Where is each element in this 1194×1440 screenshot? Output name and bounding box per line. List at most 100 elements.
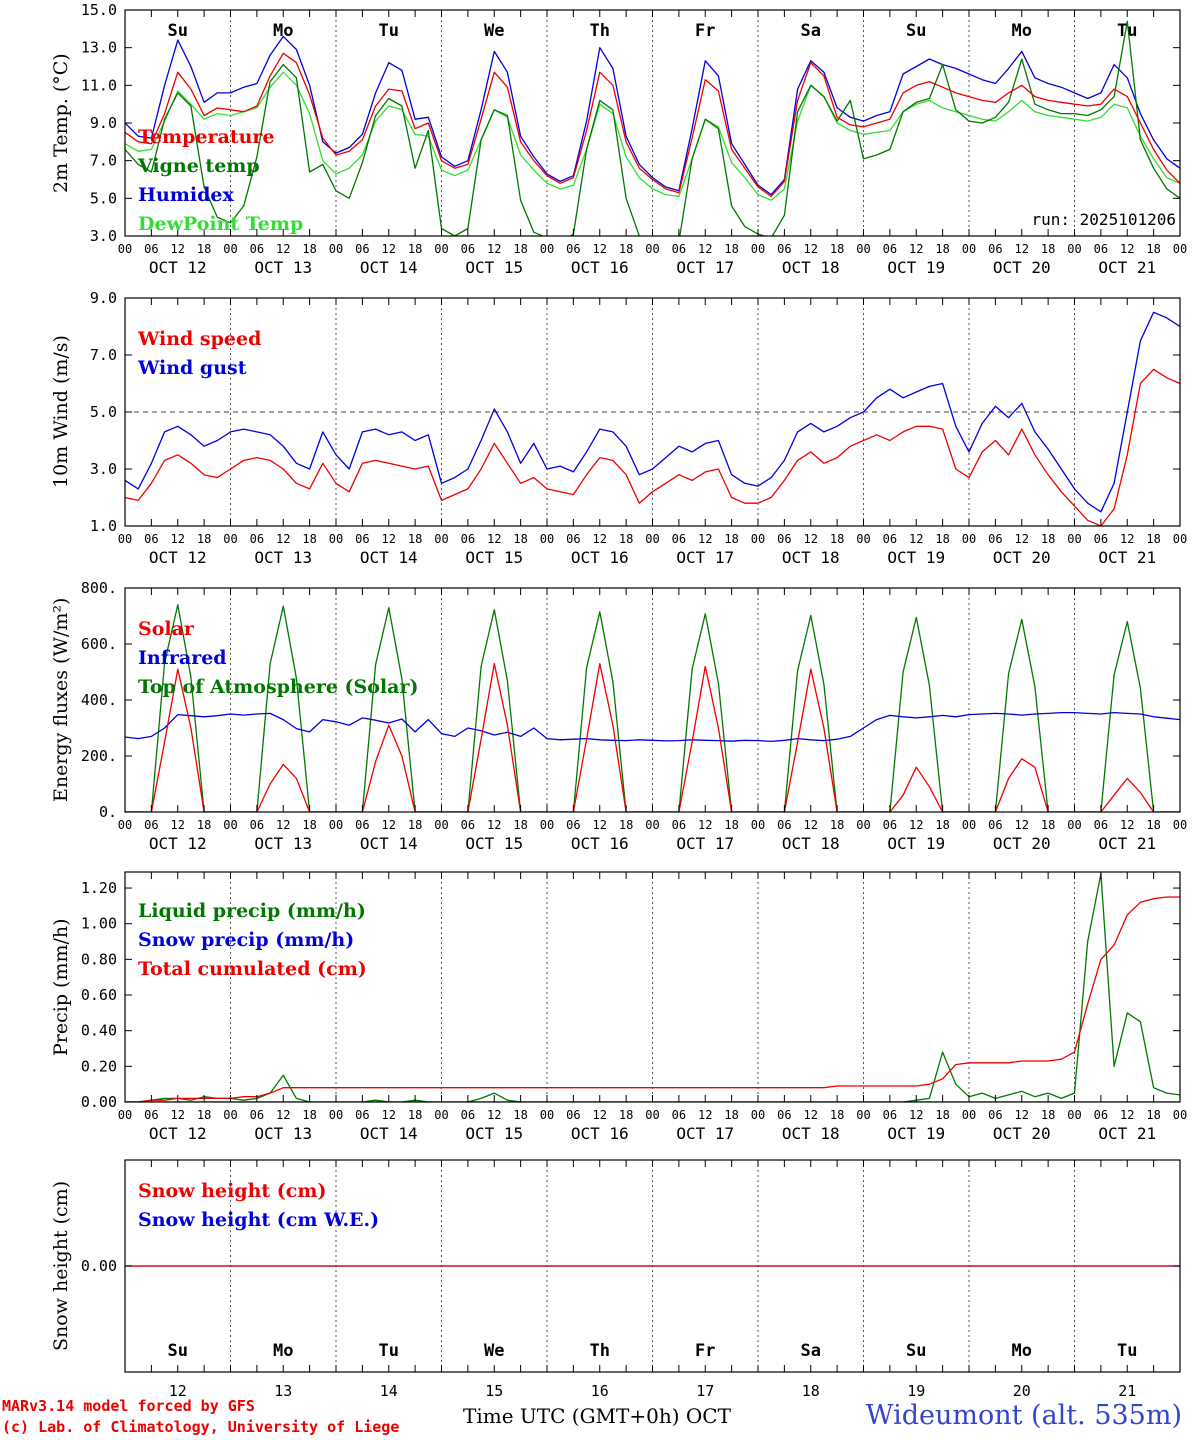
hour-tick-label: 00 [223,242,237,256]
date-label: OCT 13 [254,258,312,277]
hour-tick-label: 18 [1041,1108,1055,1122]
hour-tick-label: 00 [118,242,132,256]
day-name-label: Su [168,21,188,41]
date-label: 20 [1013,1382,1031,1400]
date-label: OCT 20 [993,834,1051,853]
hour-tick-label: 00 [962,1108,976,1122]
hour-tick-label: 06 [777,1108,791,1122]
series-vigne-temp-line [125,20,1180,236]
hour-tick-label: 12 [487,818,501,832]
date-label: OCT 13 [254,548,312,567]
hour-tick-label: 00 [540,242,554,256]
y-tick-label: 200. [81,747,117,765]
hour-tick-label: 06 [883,818,897,832]
hour-tick-label: 06 [672,242,686,256]
date-label: OCT 14 [360,1124,418,1143]
hour-tick-label: 06 [461,1108,475,1122]
hour-tick-label: 06 [566,242,580,256]
date-label: 19 [907,1382,925,1400]
hour-tick-label: 12 [698,532,712,546]
hour-tick-label: 18 [1146,1108,1160,1122]
hour-tick-label: 18 [197,242,211,256]
hour-tick-label: 12 [276,242,290,256]
hour-tick-label: 18 [513,1108,527,1122]
y-tick-label: 3.0 [90,227,117,245]
date-label: OCT 16 [571,548,629,567]
hour-tick-label: 06 [355,242,369,256]
hour-tick-label: 00 [329,818,343,832]
hour-tick-label: 18 [1146,818,1160,832]
hour-tick-label: 06 [250,532,264,546]
hour-tick-label: 00 [329,1108,343,1122]
hour-tick-label: 18 [619,532,633,546]
date-label: OCT 17 [676,1124,734,1143]
hour-tick-label: 06 [461,242,475,256]
day-name-label: Tu [379,1341,399,1361]
y-tick-label: 0.00 [81,1093,117,1111]
hour-tick-label: 00 [1173,532,1187,546]
hour-tick-label: 18 [619,242,633,256]
hour-tick-label: 12 [1015,1108,1029,1122]
hour-tick-label: 12 [804,532,818,546]
hour-tick-label: 12 [1120,242,1134,256]
hour-tick-label: 12 [1120,1108,1134,1122]
hour-tick-label: 12 [909,1108,923,1122]
hour-tick-label: 12 [171,818,185,832]
hour-tick-label: 12 [382,818,396,832]
y-tick-label: 5.0 [90,189,117,207]
date-label: OCT 12 [149,1124,207,1143]
y-tick-label: 1.00 [81,915,117,933]
hour-tick-label: 06 [461,532,475,546]
date-label: OCT 14 [360,548,418,567]
hour-tick-label: 18 [1146,532,1160,546]
hour-tick-label: 06 [672,1108,686,1122]
date-label: OCT 16 [571,834,629,853]
day-name-label: Mo [1012,1341,1032,1361]
date-label: OCT 19 [887,258,945,277]
hour-tick-label: 06 [566,818,580,832]
day-name-label: Tu [1117,1341,1137,1361]
date-label: OCT 13 [254,834,312,853]
hour-tick-label: 18 [1041,818,1055,832]
day-name-label: We [484,21,504,41]
hour-tick-label: 12 [698,818,712,832]
date-label: OCT 15 [465,834,523,853]
hour-tick-label: 06 [355,532,369,546]
date-label: OCT 12 [149,834,207,853]
date-label: OCT 14 [360,258,418,277]
hour-tick-label: 12 [1120,532,1134,546]
y-tick-label: 0.00 [81,1257,117,1275]
y-tick-label: 7.0 [90,152,117,170]
date-label: OCT 21 [1098,1124,1156,1143]
date-label: 13 [274,1382,292,1400]
hour-tick-label: 18 [724,818,738,832]
footer-credits: MARv3.14 model forced by GFS (c) Lab. of… [2,1396,399,1438]
hour-tick-label: 00 [856,818,870,832]
hour-tick-label: 00 [645,532,659,546]
hour-tick-label: 12 [593,818,607,832]
hour-tick-label: 00 [1173,1108,1187,1122]
hour-tick-label: 18 [724,242,738,256]
y-tick-label: 3.0 [90,460,117,478]
footer-model-line: MARv3.14 model forced by GFS [2,1397,255,1415]
hour-tick-label: 00 [223,1108,237,1122]
hour-tick-label: 12 [382,1108,396,1122]
hour-tick-label: 12 [276,818,290,832]
hour-tick-label: 06 [988,1108,1002,1122]
day-name-label: Mo [273,1341,293,1361]
hour-tick-label: 00 [962,818,976,832]
hour-tick-label: 18 [513,532,527,546]
hour-tick-label: 06 [250,242,264,256]
hour-tick-label: 06 [250,818,264,832]
date-label: OCT 20 [993,548,1051,567]
hour-tick-label: 00 [645,242,659,256]
hour-tick-label: 12 [593,242,607,256]
hour-tick-label: 12 [804,242,818,256]
hour-tick-label: 06 [144,818,158,832]
day-name-label: Sa [801,21,821,41]
date-label: OCT 19 [887,834,945,853]
run-label: run: 2025101206 [1031,210,1177,229]
y-tick-label: 0. [99,803,117,821]
y-tick-label: 11.0 [81,76,117,94]
day-name-label: Mo [273,21,293,41]
